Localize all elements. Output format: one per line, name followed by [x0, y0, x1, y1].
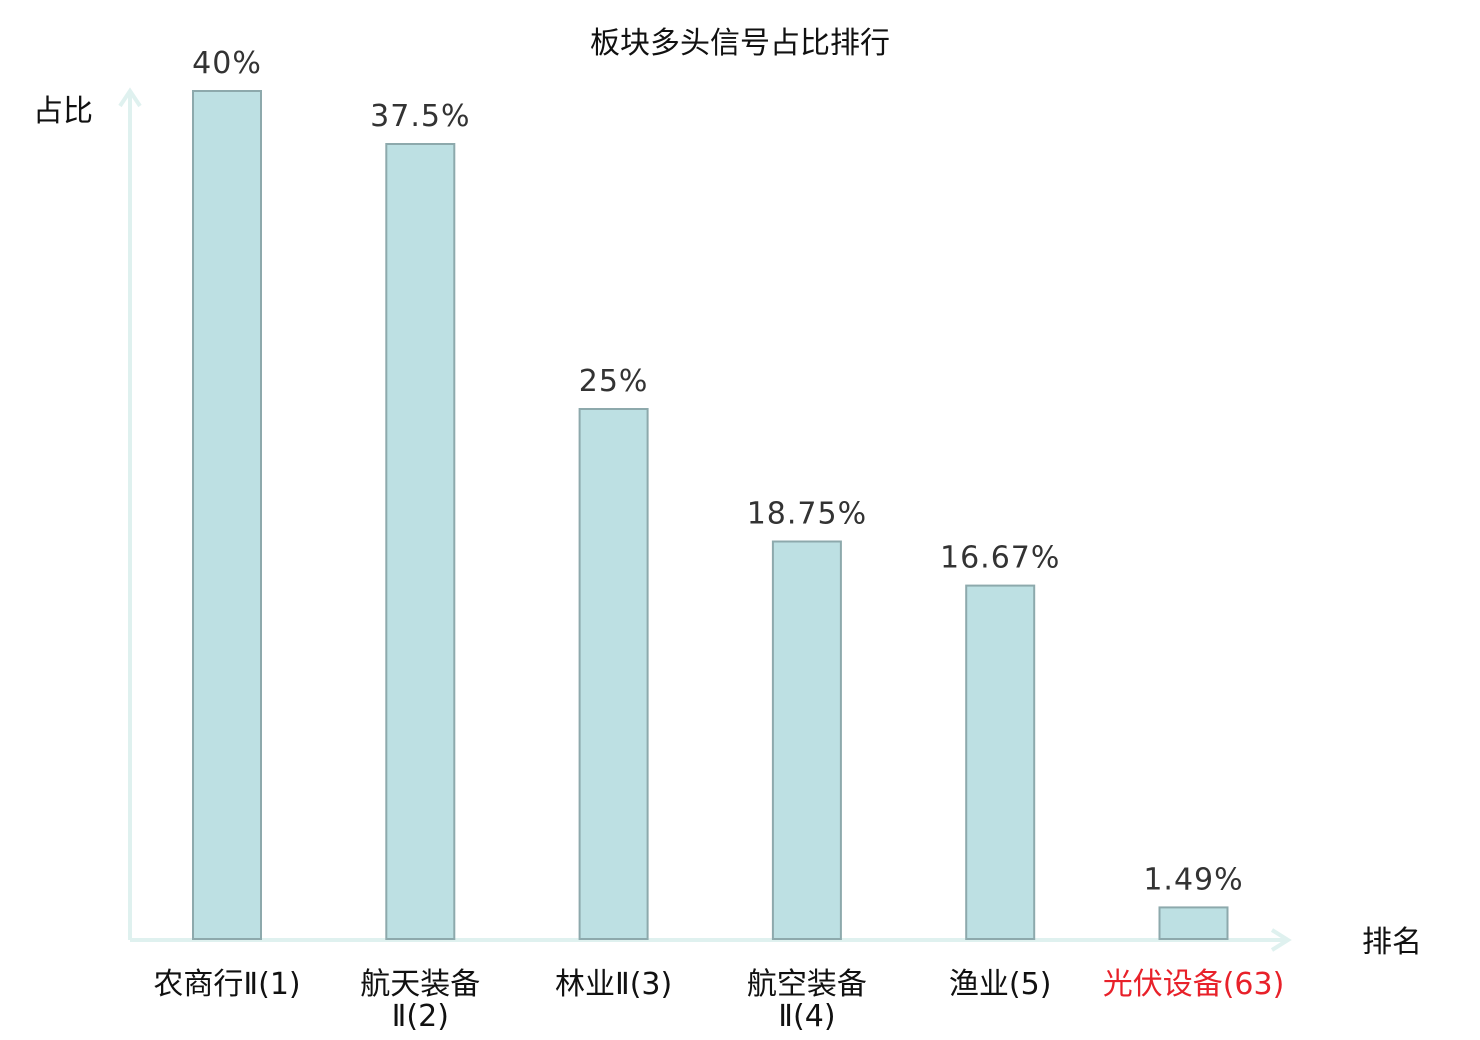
y-axis-title: 占比: [33, 94, 93, 129]
bar-5: [965, 584, 1036, 940]
x-axis-arrow: [1270, 928, 1292, 952]
value-label-1: 40%: [192, 46, 262, 81]
value-label-2: 37.5%: [370, 99, 470, 134]
category-label-2-line2: Ⅱ(2): [392, 999, 449, 1034]
value-label-5: 16.67%: [940, 541, 1060, 576]
x-axis-title: 排名: [1362, 925, 1422, 960]
bar-2: [385, 143, 456, 940]
value-label-3: 25%: [579, 364, 649, 399]
value-label-6: 1.49%: [1143, 862, 1243, 897]
bars: [192, 90, 1229, 940]
category-label-6: 光伏设备(63): [1103, 967, 1285, 1002]
axes: [118, 87, 1292, 952]
category-label-4-line2: Ⅱ(4): [778, 999, 835, 1034]
bar-4: [771, 540, 842, 940]
value-labels: 40% 37.5% 25% 18.75% 16.67% 1.49%: [192, 46, 1243, 897]
bar-6: [1158, 906, 1229, 940]
bar-3: [578, 408, 649, 940]
chart-title: 板块多头信号占比排行: [590, 26, 890, 61]
category-label-1: 农商行Ⅱ(1): [153, 967, 300, 1002]
y-axis-arrow: [118, 87, 142, 108]
category-label-5: 渔业(5): [949, 967, 1052, 1002]
category-label-3: 林业Ⅱ(3): [555, 967, 672, 1002]
category-label-2: 航天装备: [360, 967, 480, 1002]
bar-1: [192, 90, 262, 940]
category-label-4: 航空装备: [747, 967, 867, 1002]
value-label-4: 18.75%: [747, 497, 867, 532]
